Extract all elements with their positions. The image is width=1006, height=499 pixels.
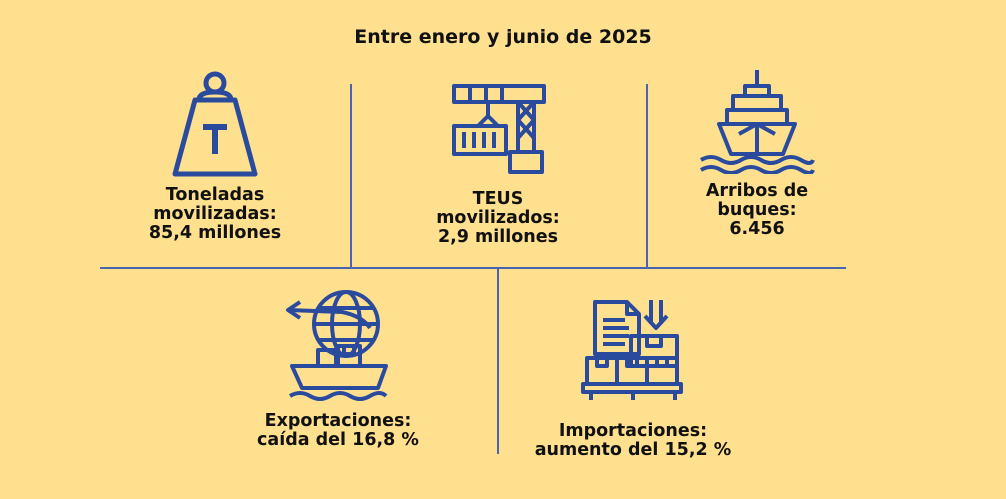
stat-tonnage-line-2: movilizadas: [153, 204, 277, 224]
stat-exports-line-1: Exportaciones: [264, 411, 412, 431]
stat-teus-line-3: 2,9 millones [437, 227, 559, 247]
vertical-divider-3 [497, 268, 499, 454]
stat-tonnage: Toneladas movilizadas: 85,4 millones [110, 68, 320, 243]
infographic-title: Entre enero y junio de 2025 [354, 26, 652, 48]
stat-ships-line-2: buques: [717, 200, 797, 220]
stat-ship-arrivals: Arribos de buques: 6.456 [652, 66, 862, 239]
stat-tonnage-line-3: 85,4 millones [148, 223, 282, 243]
stat-teus: TEUS movilizados: 2,9 millones [393, 80, 603, 247]
stat-imports-line-2: aumento del 15,2 % [534, 440, 732, 460]
stat-imports-line-1: Importaciones: [558, 421, 708, 441]
import-boxes-icon [581, 300, 683, 400]
horizontal-divider [100, 267, 846, 269]
stat-teus-line-1: TEUS [472, 189, 524, 209]
stat-imports: Importaciones: aumento del 15,2 % [528, 296, 738, 460]
vertical-divider-1 [350, 84, 352, 268]
crane-container-icon [452, 84, 546, 174]
stat-tonnage-line-1: Toneladas [165, 185, 265, 205]
stat-ships-line-3: 6.456 [729, 219, 785, 239]
stat-exports-line-2: caída del 16,8 % [257, 430, 419, 450]
stat-exports: Exportaciones: caída del 16,8 % [233, 288, 443, 450]
stat-teus-line-2: movilizados: [436, 208, 560, 228]
ship-icon [699, 70, 815, 174]
stat-ships-line-1: Arribos de [705, 181, 809, 201]
export-globe-ship-icon [286, 290, 388, 401]
weight-icon [172, 71, 258, 177]
vertical-divider-2 [646, 84, 648, 268]
